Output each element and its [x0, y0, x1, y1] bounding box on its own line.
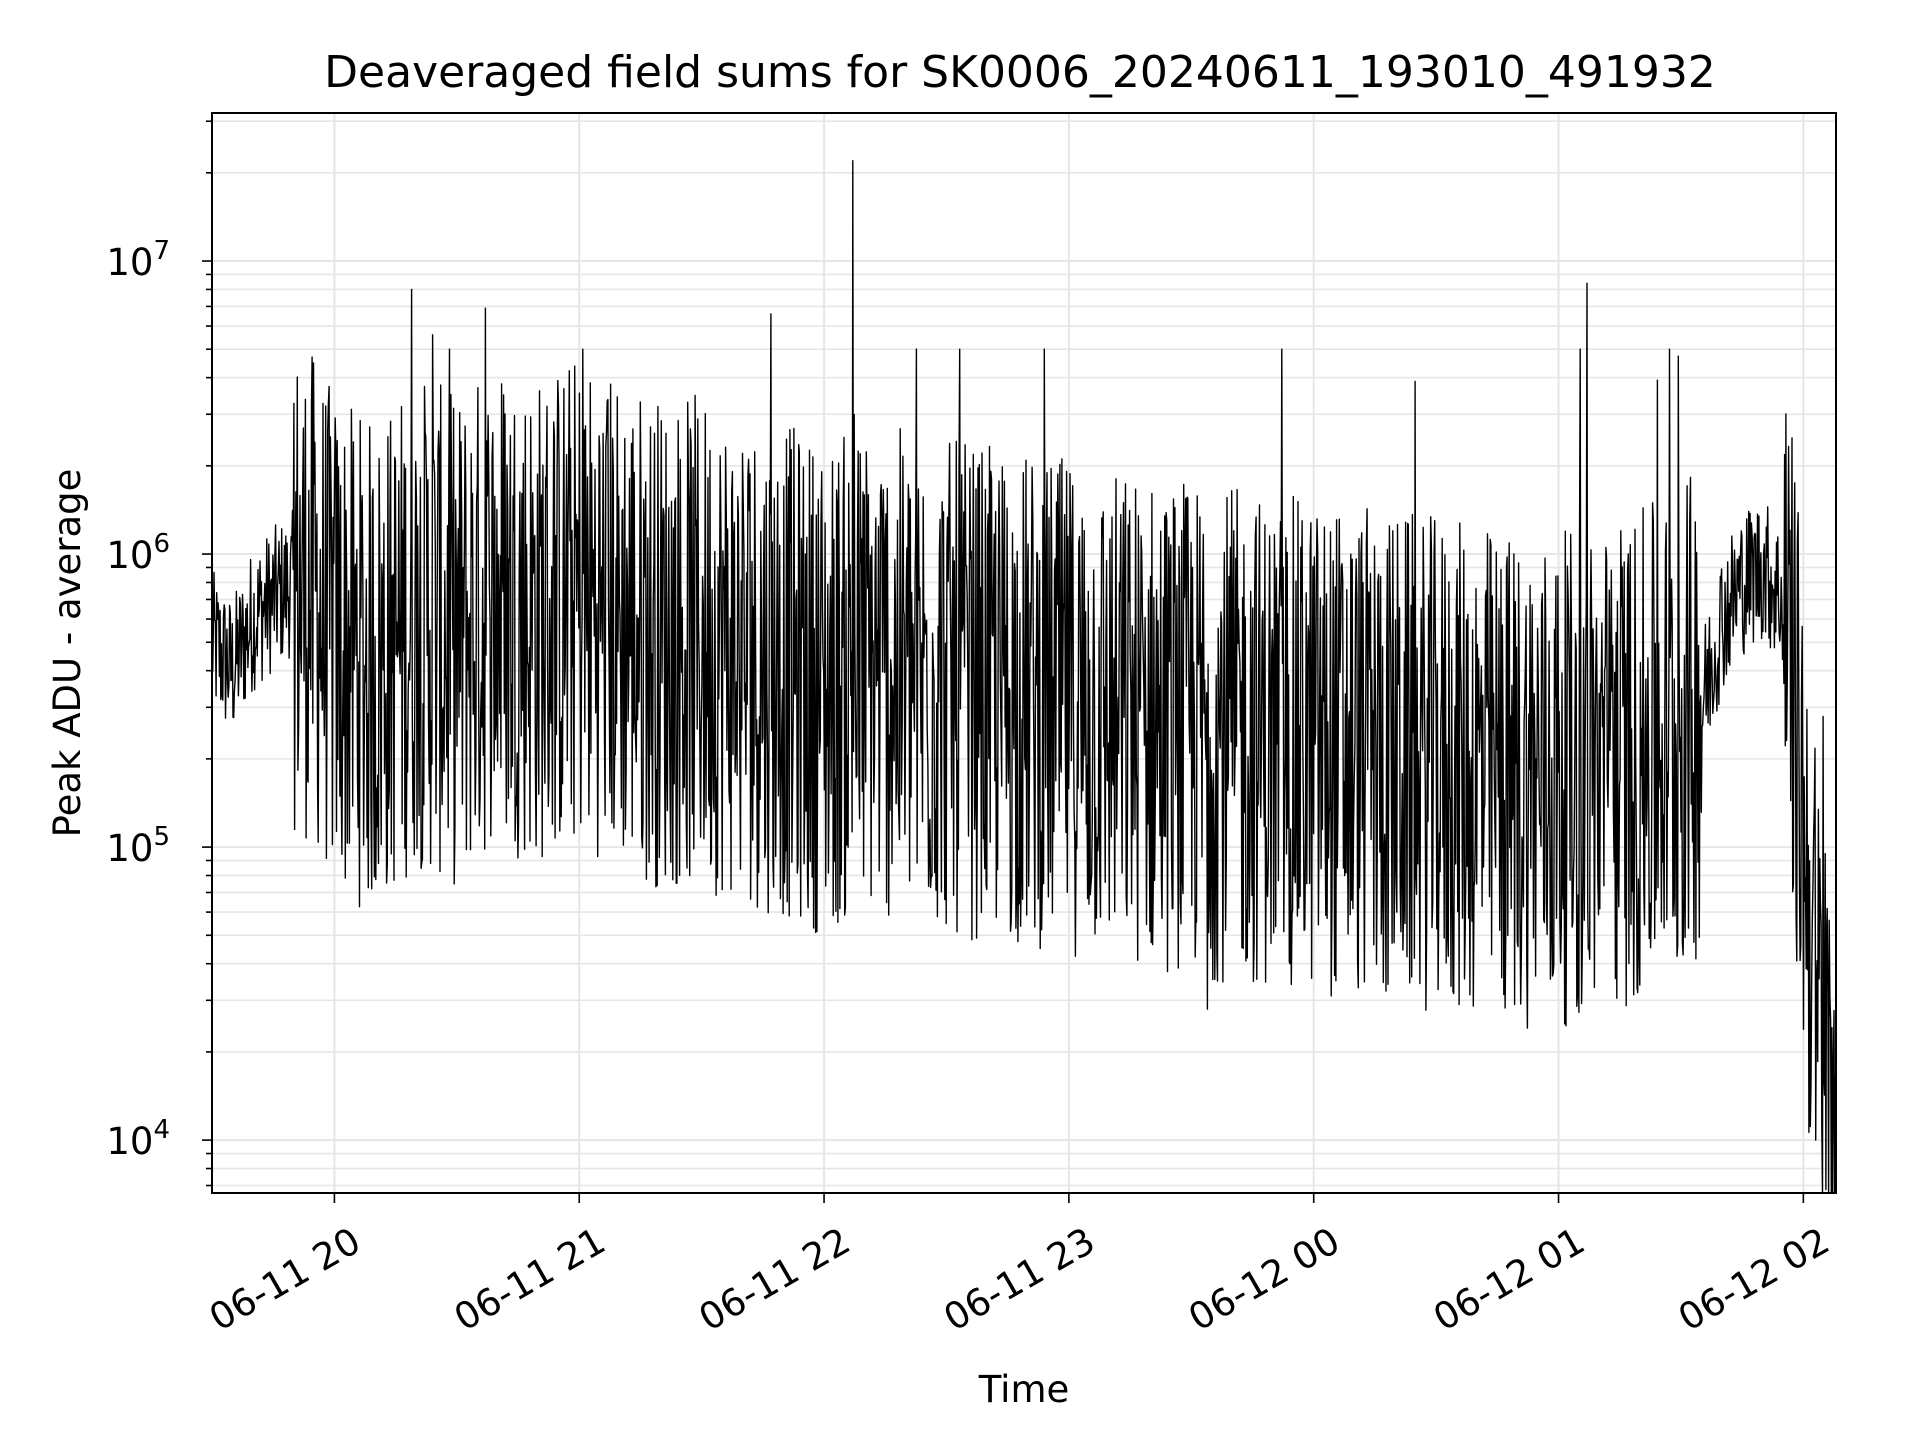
series-layer — [211, 160, 1837, 1194]
y-tick-label: 105 — [106, 822, 170, 870]
y-tick-base: 10 — [106, 1120, 153, 1163]
y-tick-label: 104 — [106, 1115, 170, 1163]
series-line — [211, 160, 1837, 1194]
y-tick-exponent: 5 — [153, 822, 170, 852]
y-tick-base: 10 — [106, 534, 153, 577]
x-axis-label: Time — [978, 1368, 1070, 1411]
y-tick-base: 10 — [106, 241, 153, 284]
y-axis-label: Peak ADU - average — [46, 469, 89, 838]
y-tick-base: 10 — [106, 827, 153, 870]
y-tick-exponent: 6 — [153, 529, 170, 559]
y-tick-label: 106 — [106, 529, 170, 577]
plot-frame — [211, 112, 1837, 1194]
y-tick-label: 107 — [106, 236, 170, 284]
y-tick-exponent: 4 — [153, 1115, 170, 1145]
y-tick-exponent: 7 — [153, 236, 170, 266]
chart-title: Deaveraged field sums for SK0006_2024061… — [324, 47, 1716, 98]
